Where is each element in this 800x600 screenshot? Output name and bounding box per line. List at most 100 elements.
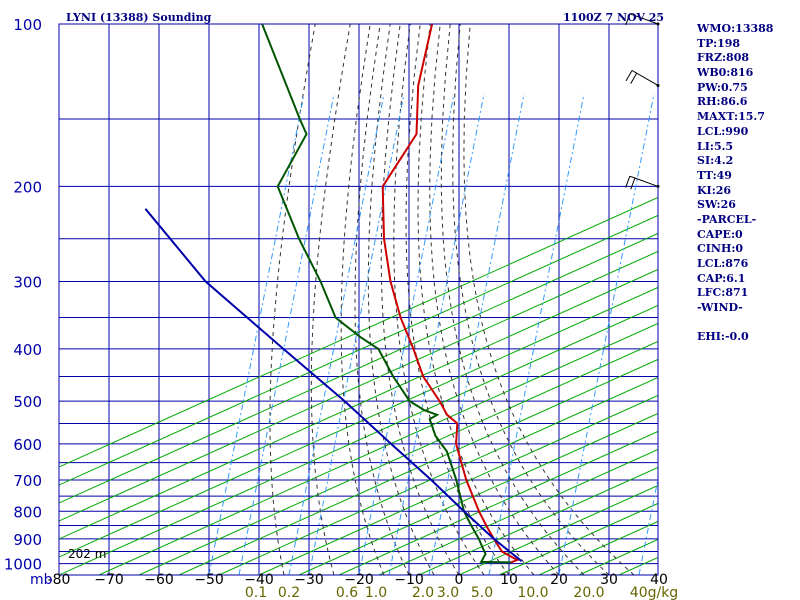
moist-adiabat-line: [417, 24, 535, 575]
moist-adiabat-line: [340, 24, 385, 575]
sounding-index-line: WMO:13388: [697, 22, 774, 35]
temperature-tick-label: −10: [394, 572, 424, 588]
sounding-index-line: LI:5.5: [697, 139, 734, 153]
grid-layer: [59, 24, 658, 575]
sounding-index-line: [697, 316, 797, 331]
pressure-tick-label: 300: [13, 273, 42, 291]
sounding-index-line: CAP:6.1: [697, 271, 746, 285]
mixing-ratio-line: [558, 93, 655, 575]
mixing-ratio-label: 0.6: [336, 585, 358, 600]
moist-adiabat-line: [440, 24, 585, 575]
dry-adiabat-line: [378, 448, 658, 575]
mixing-ratio-line: [388, 93, 485, 575]
sounding-index-line: TT:49: [697, 168, 732, 182]
chart-time-label: 1100Z 7 NOV 25: [563, 11, 664, 24]
dry-adiabat-line: [258, 394, 658, 575]
mixing-ratio-label: 0.2: [278, 585, 300, 600]
pressure-tick-label: 700: [13, 472, 42, 490]
sounding-index-line: -PARCEL-: [697, 212, 757, 226]
dry-adiabat-line: [418, 466, 658, 575]
dry-adiabat-line: [59, 286, 658, 558]
mixing-ratio-label: 40g/kg: [630, 585, 678, 600]
temperature-tick-label: 40: [650, 572, 668, 588]
mixing-ratio-line: [428, 93, 525, 575]
sounding-index-line: -WIND-: [697, 301, 743, 315]
temperature-tick-label: -80: [48, 572, 71, 588]
mixing-ratio-line: [238, 93, 335, 575]
mixing-ratio-line: [488, 93, 585, 575]
dry-adiabat-line: [338, 430, 658, 575]
sounding-index-line: LCL:990: [697, 124, 749, 138]
dry-adiabat-line: [59, 232, 658, 504]
sounding-indices-panel: WMO:13388 TP:198 FRZ:808 WB0:816 PW:0.75 RH:8…: [697, 22, 797, 345]
parcel-trace: [144, 208, 523, 562]
moist-adiabat-line: [452, 24, 610, 575]
trace-layer: [144, 24, 523, 564]
pressure-tick-label: 400: [13, 341, 42, 359]
dry-adiabat-line: [178, 358, 658, 575]
temperature-tick-label: 10: [500, 572, 518, 588]
plot-frame: [58, 23, 659, 576]
pressure-tick-label: 800: [13, 503, 42, 521]
temperature-tick-label: 0: [455, 572, 464, 588]
dry-adiabat-line: [298, 412, 658, 575]
sounding-index-line: SW:26: [697, 198, 736, 212]
temperature-tick-label: −40: [244, 572, 274, 588]
sounding-index-line: TP:198: [697, 36, 741, 50]
temperature-tick-label: 20: [550, 572, 568, 588]
dry-adiabat-line: [59, 250, 658, 522]
sounding-index-line: CINH:0: [697, 242, 744, 256]
mixing-ratio-line: [288, 93, 385, 575]
moist-adiabat-line: [354, 24, 410, 575]
pressure-tick-label: 100: [13, 16, 42, 34]
moist-adiabat-line: [393, 24, 485, 575]
wind-barb-layer: [625, 13, 660, 190]
dry-adiabat-line: [59, 196, 658, 468]
dry-adiabat-line: [59, 304, 658, 575]
sounding-index-line: PW:0.75: [697, 80, 748, 94]
mixing-ratio-label: 2.0: [412, 585, 434, 600]
mixing-ratio-label: 0.1: [245, 585, 267, 600]
temperature-tick-label: −60: [144, 572, 174, 588]
moist-adiabat-line: [367, 24, 435, 575]
sounding-index-line: LFC:871: [697, 286, 749, 300]
moist-adiabat-line: [269, 24, 316, 575]
temperature-tick-label: −50: [194, 572, 224, 588]
sounding-index-line: KI:26: [697, 183, 732, 197]
temperature-tick-label: −20: [344, 572, 374, 588]
pressure-tick-label: 900: [13, 531, 42, 549]
surface-height-label: 202 m: [68, 547, 106, 561]
pressure-tick-label: 600: [13, 436, 42, 454]
dry-adiabat-line: [98, 322, 658, 575]
chart-title: LYNI (13388) Sounding: [66, 11, 212, 24]
mixing-ratio-label: 20.0: [573, 585, 604, 600]
sounding-index-line: SI:4.2: [697, 154, 734, 168]
wind-barb: [625, 70, 660, 87]
moist-adiabat-line: [429, 24, 560, 575]
moist-adiabat-line: [463, 24, 635, 575]
wind-barb: [625, 13, 660, 26]
wind-barb: [625, 175, 660, 190]
sounding-index-line: EHI:-0.0: [697, 330, 749, 344]
mixing-ratio-label: 5.0: [471, 585, 493, 600]
moist-adiabat-line: [310, 24, 351, 575]
mixing-ratio-line: [308, 93, 405, 575]
temperature-tick-label: 30: [600, 572, 618, 588]
pressure-tick-label: 1000: [4, 556, 42, 574]
sounding-index-line: CAPE:0: [697, 227, 743, 241]
moist-adiabat-line: [380, 24, 460, 575]
dry-adiabat-line: [59, 268, 658, 540]
sounding-index-line: MAXT:15.7: [697, 110, 765, 124]
dry-adiabat-line: [138, 340, 658, 575]
mixing-ratio-label: 3.0: [437, 585, 459, 600]
mixing-ratio-line: [208, 93, 305, 575]
y-axis-unit-label: mb: [30, 572, 53, 588]
mixing-ratio-line: [358, 93, 455, 575]
pressure-tick-label: 500: [13, 393, 42, 411]
temperature-tick-label: −70: [94, 572, 124, 588]
dewpoint-trace: [261, 24, 511, 564]
sounding-index-line: RH:86.6: [697, 95, 748, 109]
